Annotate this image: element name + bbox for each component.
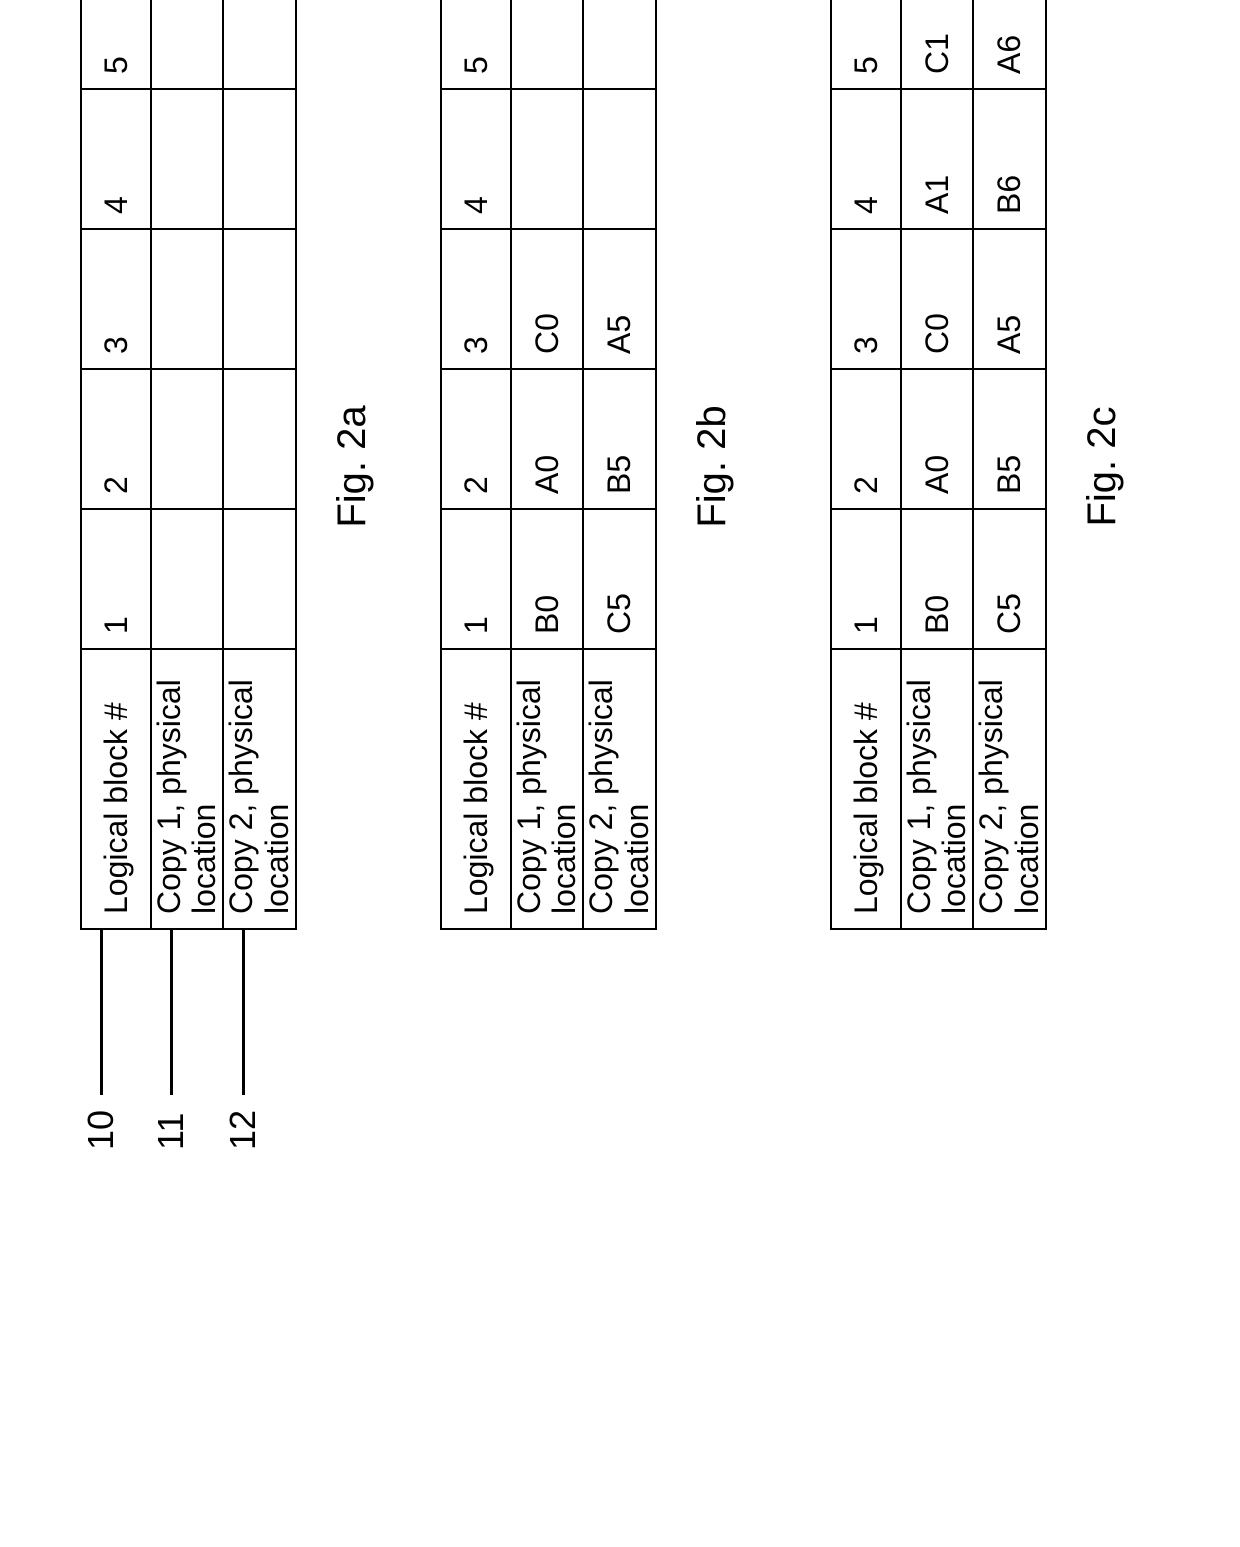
col-1: 1 (441, 509, 511, 649)
page-rotated-canvas: 10 11 12 Logical block # 1 2 3 4 5 6 Cop… (0, 0, 1240, 1240)
col-2: 2 (81, 369, 151, 509)
cell (583, 0, 655, 89)
table-wrap-c: Logical block # 1 2 3 4 5 6 Copy 1, phys… (830, 0, 1047, 930)
cell (223, 0, 295, 89)
col-1: 1 (81, 509, 151, 649)
table-row: Logical block # 1 2 3 4 5 6 (81, 0, 151, 929)
ref-label-12: 12 (222, 1110, 264, 1150)
hdr-copy2: Copy 2, physical location (583, 649, 655, 929)
table-row: Copy 1, physical location (151, 0, 223, 929)
cell: A5 (973, 229, 1045, 369)
cell: C0 (901, 229, 973, 369)
cell: B6 (973, 89, 1045, 229)
hdr-copy1-text: Copy 1, physical location (511, 679, 582, 914)
table-fig-2b: Logical block # 1 2 3 4 5 6 Copy 1, phys… (440, 0, 657, 930)
cell: A0 (901, 369, 973, 509)
table-wrap-b: Logical block # 1 2 3 4 5 6 Copy 1, phys… (440, 0, 657, 930)
cell (151, 229, 223, 369)
cell (151, 0, 223, 89)
col-5: 5 (441, 0, 511, 89)
cell (223, 369, 295, 509)
caption-fig-2b: Fig. 2b (690, 0, 735, 1240)
ref-line-12 (242, 930, 245, 1095)
cell (151, 369, 223, 509)
table-row: Copy 1, physical location B0 A0 C0 A1 C1… (901, 0, 973, 929)
table-row: Copy 2, physical location C5 B5 A5 (583, 0, 655, 929)
hdr-logical: Logical block # (81, 649, 151, 929)
cell (583, 89, 655, 229)
col-3: 3 (831, 229, 901, 369)
table-row: Copy 2, physical location (223, 0, 295, 929)
hdr-copy1-text: Copy 1, physical location (151, 679, 222, 914)
col-4: 4 (831, 89, 901, 229)
cell: C0 (511, 229, 583, 369)
cell (223, 509, 295, 649)
table-row: Logical block # 1 2 3 4 5 6 (831, 0, 901, 929)
hdr-copy1: Copy 1, physical location (901, 649, 973, 929)
col-4: 4 (81, 89, 151, 229)
hdr-copy2-text: Copy 2, physical location (223, 679, 294, 914)
table-row: Logical block # 1 2 3 4 5 6 (441, 0, 511, 929)
ref-line-10 (100, 930, 103, 1095)
cell: C5 (583, 509, 655, 649)
col-4: 4 (441, 89, 511, 229)
hdr-copy2-text: Copy 2, physical location (973, 679, 1044, 914)
cell: A5 (583, 229, 655, 369)
cell (223, 89, 295, 229)
hdr-copy1-text: Copy 1, physical location (901, 679, 972, 914)
col-1: 1 (831, 509, 901, 649)
col-5: 5 (831, 0, 901, 89)
ref-line-11 (170, 930, 173, 1095)
caption-fig-2a: Fig. 2a (330, 0, 375, 1240)
cell: B0 (901, 509, 973, 649)
hdr-copy2-text: Copy 2, physical location (583, 679, 654, 914)
cell (511, 89, 583, 229)
col-3: 3 (81, 229, 151, 369)
hdr-copy2: Copy 2, physical location (973, 649, 1045, 929)
cell: C1 (901, 0, 973, 89)
hdr-copy1: Copy 1, physical location (511, 649, 583, 929)
col-2: 2 (831, 369, 901, 509)
cell: B0 (511, 509, 583, 649)
col-5: 5 (81, 0, 151, 89)
table-fig-2c: Logical block # 1 2 3 4 5 6 Copy 1, phys… (830, 0, 1047, 930)
hdr-logical: Logical block # (831, 649, 901, 929)
table-row: Copy 2, physical location C5 B5 A5 B6 A6… (973, 0, 1045, 929)
col-2: 2 (441, 369, 511, 509)
cell (511, 0, 583, 89)
cell (151, 89, 223, 229)
ref-label-11: 11 (150, 1113, 192, 1150)
ref-label-10: 10 (80, 1110, 122, 1150)
table-wrap-a: Logical block # 1 2 3 4 5 6 Copy 1, phys… (80, 0, 297, 930)
table-fig-2a: Logical block # 1 2 3 4 5 6 Copy 1, phys… (80, 0, 297, 930)
cell: B5 (973, 369, 1045, 509)
table-row: Copy 1, physical location B0 A0 C0 (511, 0, 583, 929)
cell: A6 (973, 0, 1045, 89)
col-3: 3 (441, 229, 511, 369)
caption-fig-2c: Fig. 2c (1080, 0, 1125, 1240)
hdr-copy1: Copy 1, physical location (151, 649, 223, 929)
cell (223, 229, 295, 369)
cell: B5 (583, 369, 655, 509)
hdr-logical: Logical block # (441, 649, 511, 929)
cell: C5 (973, 509, 1045, 649)
cell: A1 (901, 89, 973, 229)
cell (151, 509, 223, 649)
hdr-copy2: Copy 2, physical location (223, 649, 295, 929)
cell: A0 (511, 369, 583, 509)
